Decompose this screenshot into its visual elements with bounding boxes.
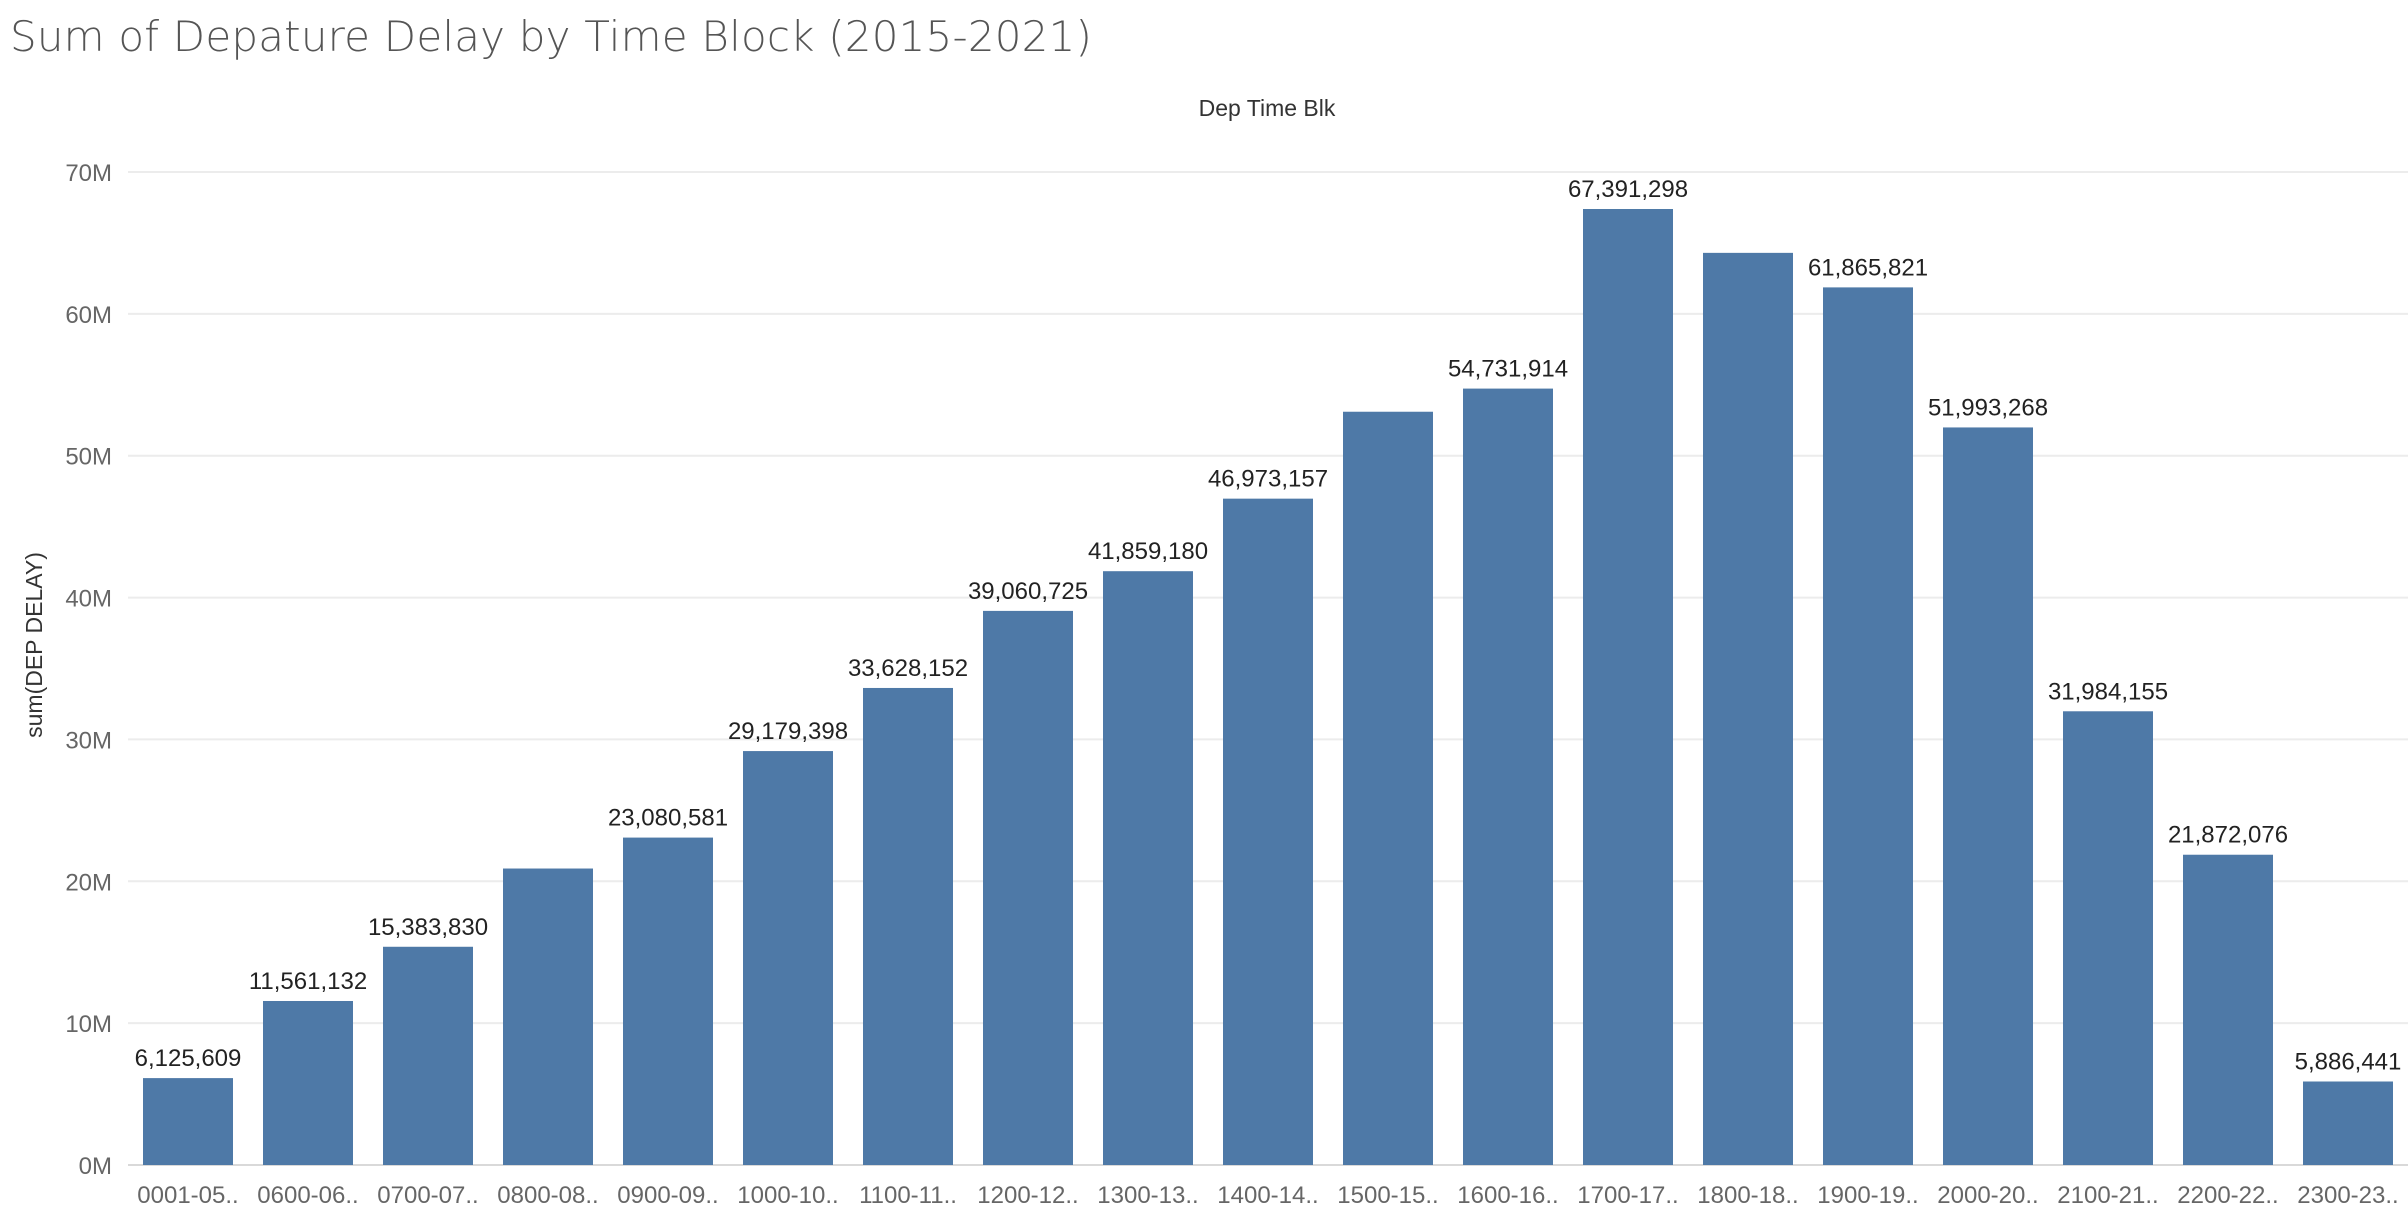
x-tick-label: 1900-19.. [1817,1182,1918,1209]
bar[interactable] [1463,388,1553,1165]
data-label: 54,731,914 [1448,356,1568,383]
bar[interactable] [623,837,713,1165]
x-tick-label: 1000-10.. [737,1182,838,1209]
bar[interactable] [1223,498,1313,1165]
bar[interactable] [1103,571,1193,1165]
data-label: 39,060,725 [968,578,1088,605]
data-label: 23,080,581 [608,805,728,832]
bar[interactable] [1703,252,1793,1165]
bar[interactable] [2063,711,2153,1165]
x-tick-label: 1400-14.. [1217,1182,1318,1209]
x-tick-label: 1600-16.. [1457,1182,1558,1209]
chart-title: Sum of Depature Delay by Time Block (201… [10,12,1093,61]
bar[interactable] [383,946,473,1165]
data-label: 41,859,180 [1088,538,1208,565]
y-tick-label: 0M [79,1153,112,1180]
data-label: 51,993,268 [1928,394,2048,421]
x-tick-label: 0900-09.. [617,1182,718,1209]
y-axis-title: sum(DEP DELAY) [21,552,47,738]
bar[interactable] [2303,1081,2393,1165]
data-label: 29,179,398 [728,718,848,745]
data-label: 21,872,076 [2168,822,2288,849]
bar[interactable] [1943,427,2033,1165]
bar[interactable] [503,868,593,1165]
x-tick-label: 2100-21.. [2057,1182,2158,1209]
x-tick-label: 0800-08.. [497,1182,598,1209]
data-label: 61,865,821 [1808,254,1928,281]
bar[interactable] [263,1000,353,1165]
x-tick-label: 0700-07.. [377,1182,478,1209]
x-axis-ticks: 0001-05.. 0600-06.. 0700-07.. 0800-08.. 0900… [137,1182,2398,1209]
data-label: 33,628,152 [848,655,968,682]
data-label: 46,973,157 [1208,466,1328,493]
y-tick-label: 50M [65,444,112,471]
data-label: 11,561,132 [249,968,367,995]
y-tick-label: 60M [65,302,112,329]
data-label: 67,391,298 [1568,176,1688,203]
x-tick-label: 1700-17.. [1577,1182,1678,1209]
bar[interactable] [983,610,1073,1165]
y-tick-label: 20M [65,869,112,896]
bars [143,209,2393,1166]
y-tick-label: 70M [65,160,112,187]
bar[interactable] [1823,287,1913,1165]
bar[interactable] [743,751,833,1165]
y-tick-label: 40M [65,586,112,613]
data-label: 31,984,155 [2048,678,2168,705]
data-label: 6,125,609 [135,1045,242,1072]
x-tick-label: 2300-23.. [2297,1182,2398,1209]
x-tick-label: 1100-11.. [859,1182,957,1209]
bar[interactable] [863,687,953,1165]
x-tick-label: 1800-18.. [1697,1182,1798,1209]
x-tick-label: 0600-06.. [257,1182,358,1209]
x-tick-label: 0001-05.. [137,1182,238,1209]
x-tick-label: 1200-12.. [977,1182,1078,1209]
x-tick-label: 1300-13.. [1097,1182,1198,1209]
data-label: 15,383,830 [368,914,488,941]
bar[interactable] [1343,411,1433,1165]
bar[interactable] [1583,209,1673,1166]
y-tick-label: 30M [65,727,112,754]
bar[interactable] [2183,854,2273,1165]
x-tick-label: 2000-20.. [1937,1182,2038,1209]
data-label: 5,886,441 [2295,1048,2402,1075]
column-header: Dep Time Blk [1199,95,1336,121]
x-tick-label: 1500-15.. [1337,1182,1438,1209]
bar[interactable] [143,1078,233,1165]
y-axis-ticks: 0M 10M 20M 30M 40M 50M 60M 70M [65,160,112,1180]
x-tick-label: 2200-22.. [2177,1182,2278,1209]
y-tick-label: 10M [65,1011,112,1038]
